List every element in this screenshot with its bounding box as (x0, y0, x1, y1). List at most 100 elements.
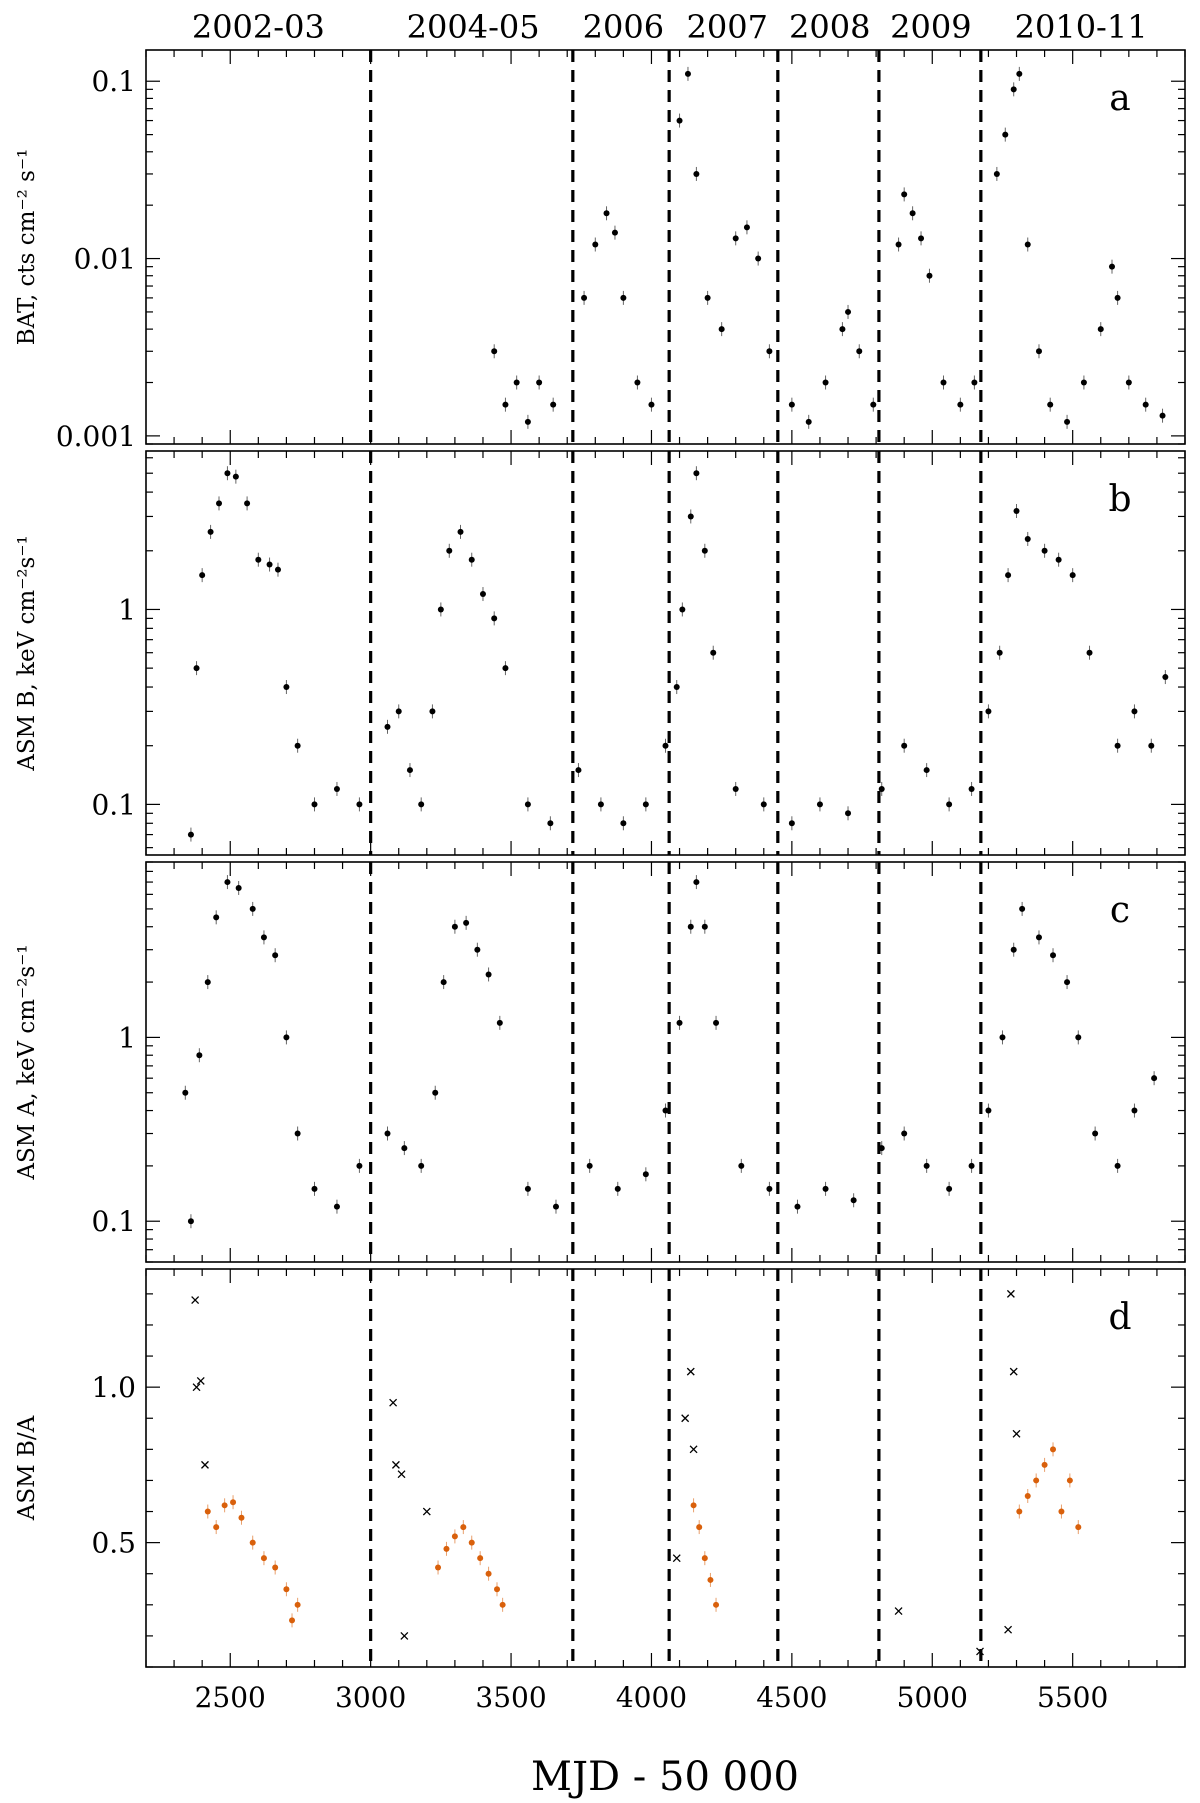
panel-frame (145, 49, 1186, 445)
y-axis-label: BAT, cts cm⁻² s⁻¹ (14, 149, 40, 346)
data-point (384, 1130, 391, 1137)
data-point (196, 1376, 205, 1385)
data-point (249, 905, 256, 912)
data-point (1086, 649, 1093, 656)
data-point (491, 615, 498, 622)
data-point (878, 785, 885, 792)
x-axis-label: MJD - 50 000 (531, 1754, 799, 1800)
data-point (850, 1197, 857, 1204)
series-b-0 (187, 466, 1169, 842)
data-point (1151, 1075, 1158, 1082)
data-point (356, 1162, 363, 1169)
data-point (662, 742, 669, 749)
data-point (1006, 1289, 1015, 1298)
data-point (311, 1185, 318, 1192)
data-point (701, 923, 708, 930)
data-point (460, 1524, 467, 1531)
data-point (707, 1576, 714, 1583)
data-point (221, 1502, 228, 1509)
data-point (586, 1162, 593, 1169)
data-point (260, 934, 267, 941)
data-point (662, 1107, 669, 1114)
panel-label: d (1108, 1297, 1131, 1338)
data-point (451, 1533, 458, 1540)
data-point (496, 1019, 503, 1026)
data-point (196, 1052, 203, 1059)
data-point (400, 1631, 409, 1640)
data-point (474, 946, 481, 953)
data-point (401, 1145, 408, 1152)
data-point (822, 1185, 829, 1192)
y-tick-label: 0.1 (91, 1205, 136, 1238)
data-point (429, 708, 436, 715)
y-tick-label: 0.01 (74, 243, 136, 276)
data-point (266, 561, 273, 568)
data-point (422, 1507, 431, 1516)
data-point (971, 379, 978, 386)
data-point (274, 566, 281, 573)
data-point (1016, 1508, 1023, 1515)
data-point (397, 1470, 406, 1479)
data-point (191, 1296, 200, 1305)
data-point (766, 348, 773, 355)
data-point (477, 1555, 484, 1562)
year-label: 2006 (583, 8, 664, 46)
series-d-1 (204, 1442, 1082, 1628)
data-point (693, 170, 700, 177)
data-point (895, 241, 902, 248)
data-point (283, 1586, 290, 1593)
data-point (294, 1601, 301, 1608)
year-label: 2008 (789, 8, 870, 46)
data-point (283, 1034, 290, 1041)
data-point (440, 979, 447, 986)
data-point (1162, 674, 1169, 681)
data-point (689, 1445, 698, 1454)
y-axis-label: ASM B/A (14, 1415, 40, 1521)
data-point (384, 723, 391, 730)
data-point (1080, 379, 1087, 386)
panels: 0.001 0.01 0.1 BAT, cts cm⁻² s⁻¹ a 0.1 1 ASM B,… (14, 49, 1186, 1714)
data-point (1055, 556, 1062, 563)
data-point (224, 879, 231, 886)
data-point (985, 708, 992, 715)
panel-c: 0.1 1 ASM A, keV cm⁻²s⁻¹ c (14, 861, 1186, 1263)
data-point (272, 1564, 279, 1571)
data-point (289, 1617, 296, 1624)
panel-frame (145, 1268, 1186, 1668)
data-point (1075, 1034, 1082, 1041)
panel-label: a (1109, 78, 1130, 119)
data-point (693, 879, 700, 886)
data-point (418, 1162, 425, 1169)
data-point (788, 820, 795, 827)
data-point (457, 528, 464, 535)
data-point (230, 1499, 237, 1506)
year-label: 2002-03 (192, 8, 325, 46)
data-point (634, 379, 641, 386)
data-point (356, 801, 363, 808)
data-point (207, 528, 214, 535)
series-c-0 (182, 875, 1158, 1229)
data-point (732, 785, 739, 792)
year-label: 2010-11 (1015, 8, 1148, 46)
x-tick-label: 5000 (897, 1681, 968, 1714)
data-point (1097, 326, 1104, 333)
dividers (369, 50, 983, 1667)
y-axis-label: ASM B, keV cm⁻²s⁻¹ (14, 535, 40, 771)
data-point (620, 294, 627, 301)
data-point (1024, 535, 1031, 542)
data-point (272, 952, 279, 959)
data-point (743, 224, 750, 231)
data-point (648, 401, 655, 408)
data-point (1002, 131, 1009, 138)
data-point (1114, 1162, 1121, 1169)
data-point (418, 801, 425, 808)
panel-d: 0.5 1.0 ASM B/A d 2500 3000 3500 4000 4500 5000 55… (14, 1268, 1186, 1714)
data-point (1010, 86, 1017, 93)
data-point (946, 1185, 953, 1192)
data-point (406, 767, 413, 774)
data-point (216, 500, 223, 507)
data-point (395, 708, 402, 715)
data-point (822, 379, 829, 386)
data-point (713, 1601, 720, 1608)
data-point (238, 1514, 245, 1521)
